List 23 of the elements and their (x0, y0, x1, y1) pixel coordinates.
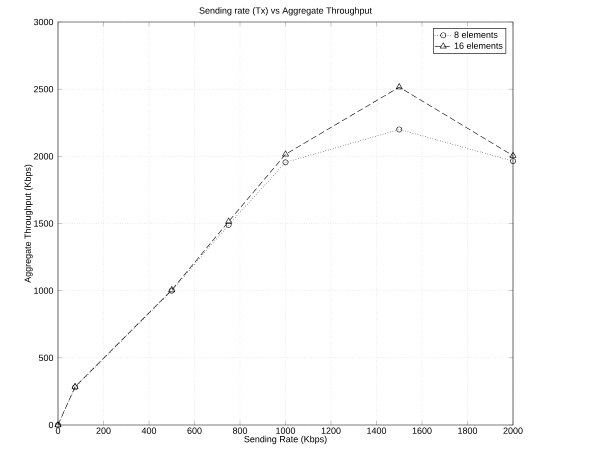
legend-label: 16 elements (454, 42, 503, 49)
y-tick-label: 1500 (34, 220, 54, 227)
y-tick-label: 500 (38, 354, 54, 362)
y-tick-label: 2500 (34, 86, 54, 92)
x-tick-label: 1800 (458, 428, 478, 434)
x-tick-label: 0 (56, 428, 60, 434)
chart-title: Sending rate (Tx) vs Aggregate Throughput (199, 7, 372, 16)
x-tick-label: 1400 (367, 428, 386, 434)
x-tick-label: 200 (96, 428, 111, 434)
y-tick-label: 3000 (34, 18, 54, 26)
y-tick-label: 0 (48, 422, 54, 428)
x-tick-label: 1000 (276, 428, 296, 434)
x-tick-label: 2000 (503, 428, 523, 434)
legend-label: 8 elements (454, 31, 498, 38)
y-tick-label: 2000 (34, 153, 54, 160)
x-tick-label: 800 (232, 428, 248, 434)
x-tick-label: 600 (187, 428, 202, 434)
y-tick-label: 1000 (34, 287, 54, 294)
x-tick-label: 1200 (322, 428, 341, 434)
x-tick-label: 400 (142, 428, 156, 434)
x-axis-title: Sending Rate (Kbps) (244, 436, 327, 444)
x-tick-label: 1600 (412, 428, 432, 434)
y-axis-title: Aggregate Throughput (Kbps) (24, 164, 33, 283)
